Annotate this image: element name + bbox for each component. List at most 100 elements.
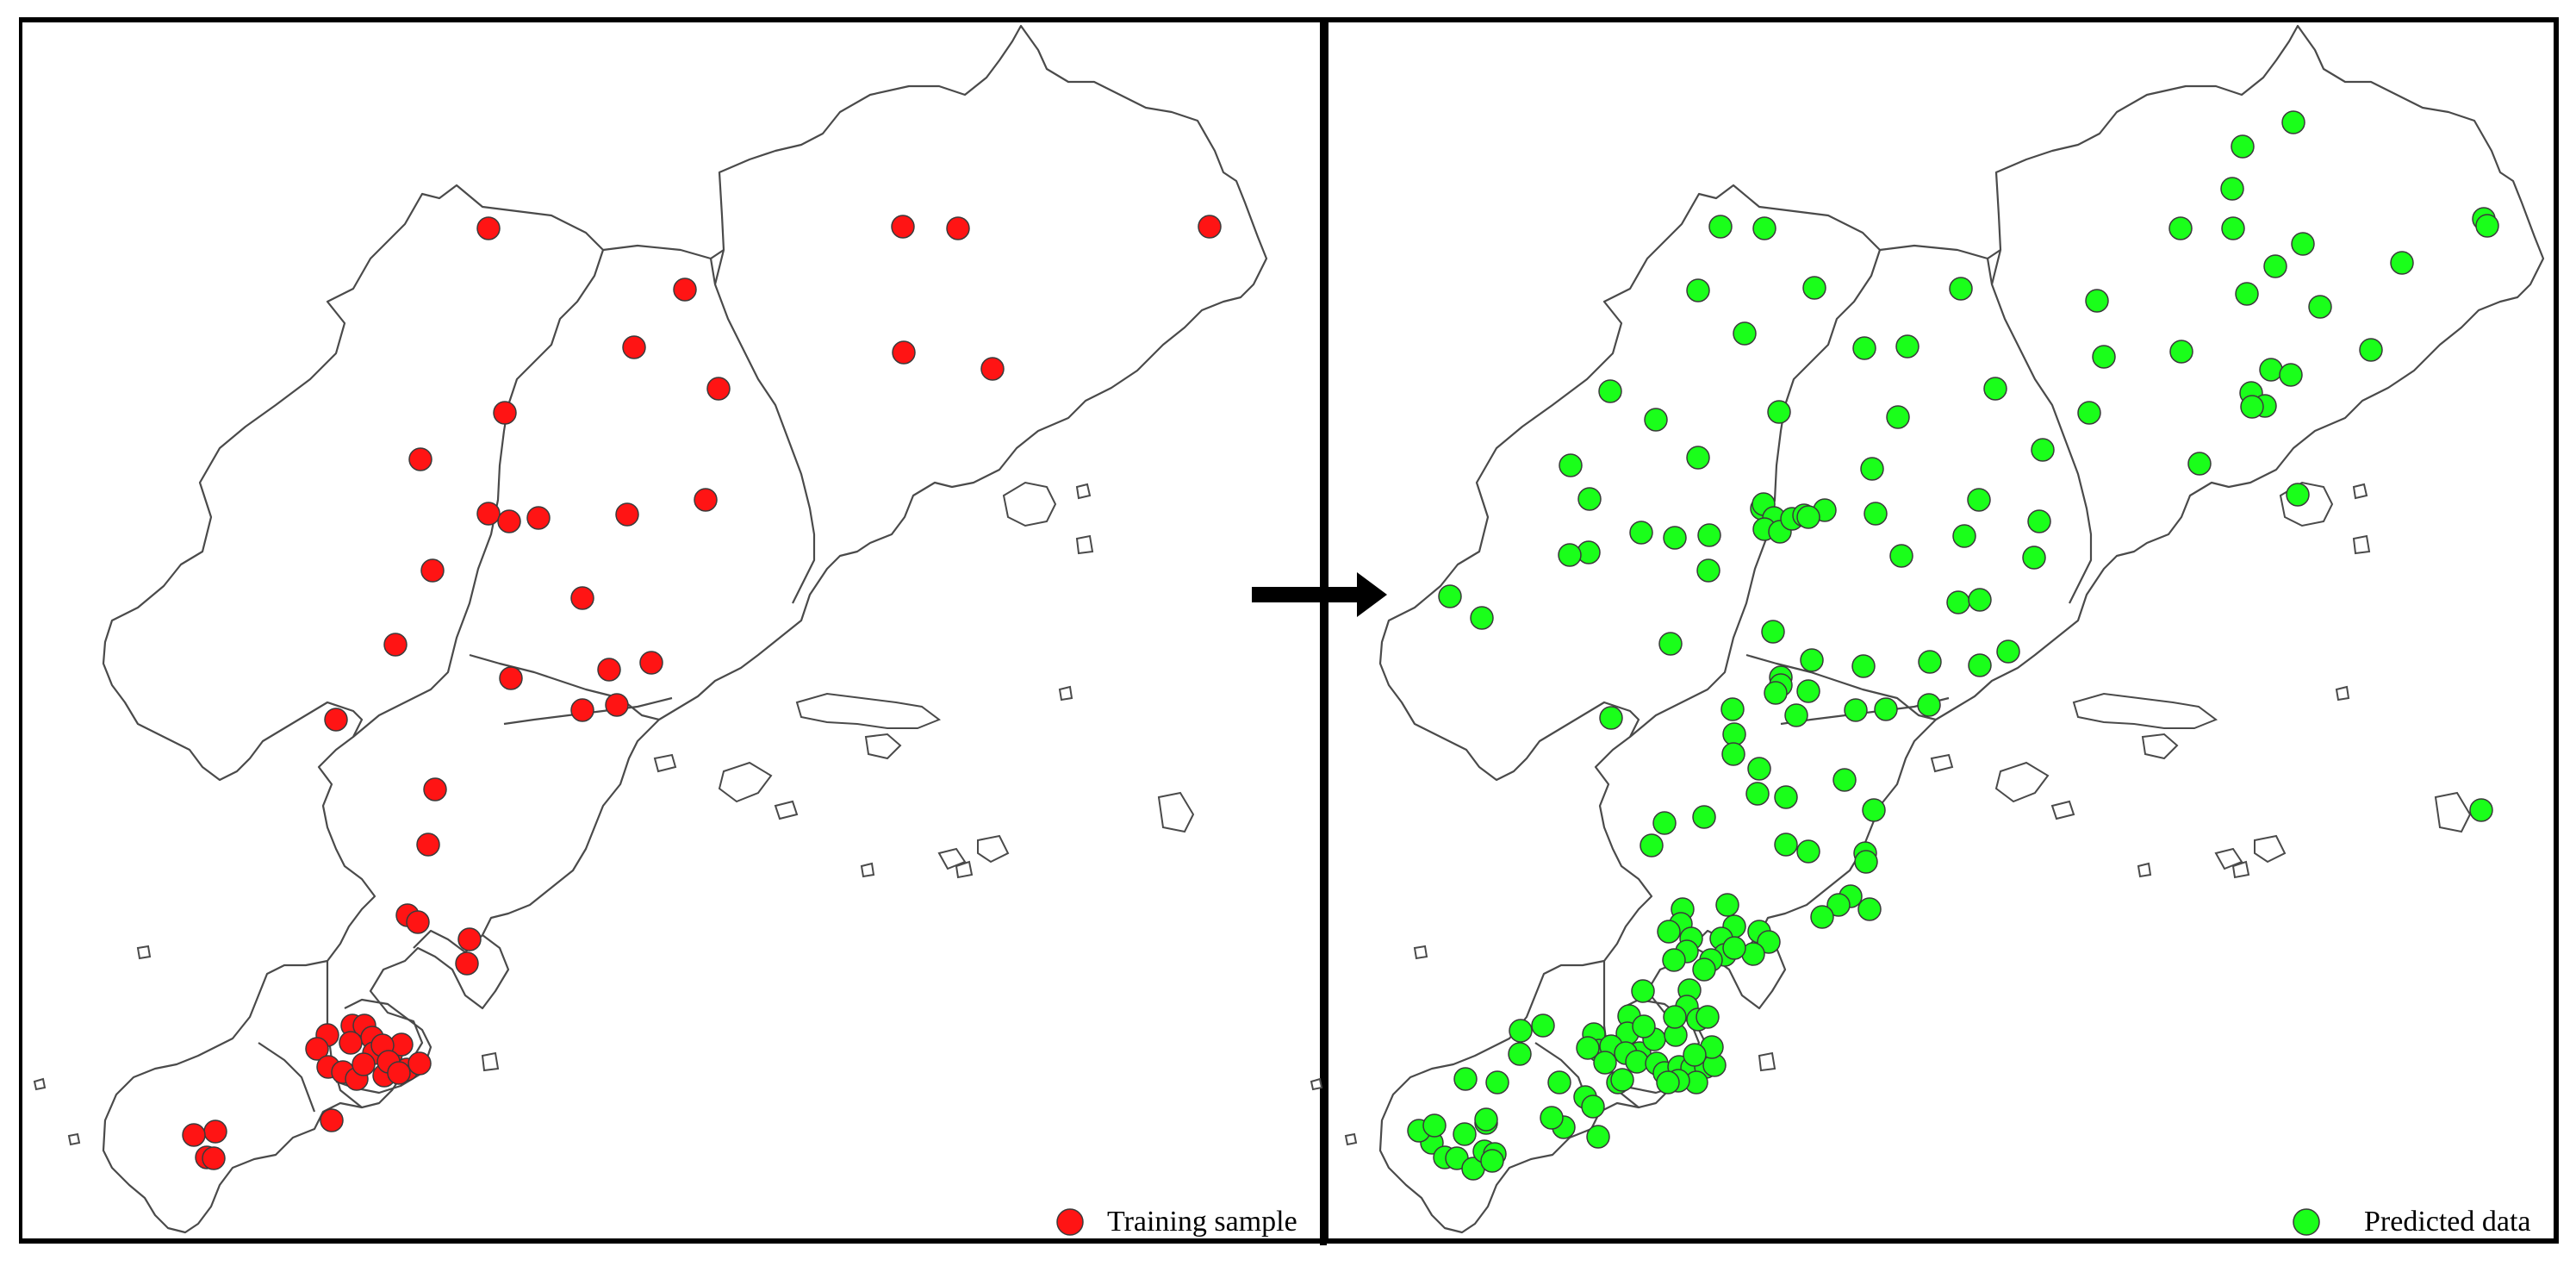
predicted-point-83: [1599, 706, 1623, 730]
predicted-point-25: [1708, 215, 1733, 239]
predicted-point-21: [2240, 395, 2264, 419]
predicted-point-11: [2308, 295, 2332, 319]
predicted-point-161: [1485, 1070, 1509, 1094]
predicted-point-81: [1784, 703, 1808, 727]
training-point-15: [694, 488, 718, 512]
predicted-point-121: [1631, 979, 1655, 1003]
training-point-6: [892, 340, 916, 365]
legend-right-label: Predicted data: [2364, 1206, 2531, 1238]
predicted-point-66: [1658, 632, 1683, 656]
predicted-point-172: [1422, 1113, 1447, 1138]
predicted-point-96: [1862, 798, 1886, 822]
predicted-point-6: [2263, 254, 2287, 278]
training-point-12: [497, 509, 521, 533]
predicted-point-41: [1860, 457, 1884, 481]
predicted-point-45: [1558, 543, 1582, 567]
predicted-point-99: [1857, 897, 1882, 921]
training-point-36: [339, 1031, 363, 1055]
training-point-17: [570, 586, 594, 610]
training-point-4: [673, 278, 697, 302]
predicted-point-156: [1581, 1094, 1605, 1119]
predicted-point-59: [1967, 488, 1991, 512]
predicted-point-34: [1852, 336, 1876, 360]
predicted-point-82: [1844, 698, 1868, 722]
right-arrow-icon: [1252, 572, 1387, 617]
training-point-20: [597, 658, 621, 682]
training-point-19: [639, 651, 663, 675]
training-point-51: [203, 1119, 227, 1144]
legend-left: Training sample: [1056, 1206, 1297, 1238]
predicted-point-46: [1629, 521, 1653, 545]
predicted-point-93: [1692, 805, 1716, 829]
predicted-point-27: [1686, 278, 1710, 302]
predicted-point-79: [1917, 693, 1941, 717]
training-point-48: [352, 1052, 376, 1076]
predicted-point-158: [1586, 1125, 1610, 1149]
training-point-22: [324, 708, 348, 732]
training-point-49: [387, 1061, 411, 1085]
predicted-point-38: [1686, 446, 1710, 470]
predicted-point-154: [1547, 1070, 1571, 1094]
predicted-point-1: [2231, 134, 2255, 159]
predicted-point-29: [1949, 277, 1973, 301]
predicted-point-86: [1721, 742, 1745, 766]
predicted-point-148: [1656, 1070, 1680, 1094]
predicted-point-91: [1796, 839, 1820, 864]
predicted-point-73: [1851, 654, 1876, 678]
predicted-point-137: [1625, 1050, 1649, 1074]
predicted-point-130: [1663, 1005, 1687, 1029]
predicted-point-2: [2220, 177, 2244, 201]
training-point-16: [420, 558, 445, 583]
training-point-21: [499, 666, 523, 690]
legend-left-label: Training sample: [1107, 1206, 1297, 1238]
predicted-point-115: [1722, 936, 1746, 960]
predicted-point-49: [1696, 558, 1720, 583]
predicted-point-153: [1508, 1042, 1532, 1066]
predicted-point-80: [1874, 697, 1898, 721]
predicted-point-134: [1576, 1036, 1600, 1060]
predicted-point-58: [1864, 502, 1888, 526]
predicted-point-48: [1697, 523, 1721, 547]
training-point-26: [416, 833, 440, 857]
outer-frame: [19, 17, 2559, 1244]
training-point-7: [980, 357, 1005, 381]
predicted-point-70: [1764, 681, 1788, 705]
predicted-point-47: [1663, 526, 1687, 550]
predicted-point-132: [1696, 1005, 1720, 1029]
training-point-14: [615, 502, 639, 527]
training-point-54: [202, 1146, 226, 1170]
predicted-point-62: [1889, 544, 1913, 568]
predicted-point-90: [1774, 833, 1798, 857]
predicted-point-102: [1810, 905, 1834, 929]
predicted-point-0: [2281, 110, 2305, 134]
predicted-point-118: [1692, 957, 1716, 982]
training-point-29: [457, 927, 482, 951]
predicted-point-84: [1720, 697, 1745, 721]
predicted-points-layer: [1407, 110, 2499, 1181]
predicted-point-151: [1531, 1013, 1555, 1038]
predicted-point-24: [2469, 798, 2493, 822]
predicted-point-87: [1747, 757, 1771, 781]
predicted-point-32: [1644, 408, 1668, 432]
map-base-right: [1310, 24, 2545, 1234]
training-point-5: [622, 335, 646, 359]
training-point-30: [455, 951, 479, 976]
predicted-point-105: [1715, 893, 1739, 917]
legend-right: Predicted data: [2293, 1206, 2531, 1238]
predicted-point-8: [2390, 251, 2414, 275]
predicted-point-7: [2235, 282, 2259, 306]
predicted-point-61: [1952, 524, 1976, 548]
training-point-13: [526, 506, 551, 530]
training-point-1: [891, 215, 915, 239]
training-point-25: [423, 777, 447, 801]
predicted-point-133: [1632, 1014, 1656, 1038]
predicted-point-88: [1745, 782, 1770, 806]
predicted-point-85: [1722, 722, 1746, 746]
predicted-point-30: [1733, 321, 1757, 346]
predicted-point-36: [1983, 377, 2007, 401]
predicted-point-72: [1796, 679, 1820, 703]
predicted-point-26: [1752, 216, 1776, 240]
predicted-point-57: [1796, 505, 1820, 529]
predicted-point-3: [2221, 216, 2245, 240]
predicted-point-95: [1832, 768, 1857, 792]
